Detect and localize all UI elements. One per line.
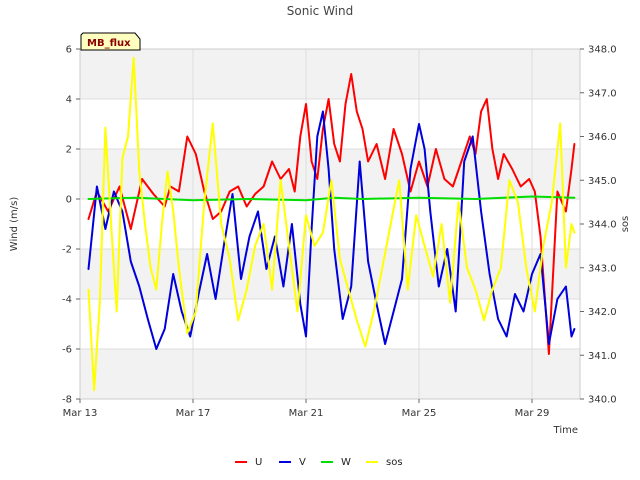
y-tick-label: 6 — [66, 45, 72, 56]
y-tick-label: 0 — [66, 195, 72, 206]
y2-tick-label: 340.0 — [588, 395, 617, 406]
legend-label-w: W — [341, 457, 351, 468]
y-tick-label: -2 — [62, 245, 72, 256]
background-band — [80, 249, 580, 299]
y2-axis-title: sos — [620, 216, 631, 233]
x-tick-label: Mar 25 — [402, 408, 437, 419]
x-axis: Mar 13 Mar 17 Mar 21 Mar 25 Mar 29 — [63, 399, 550, 419]
y2-tick-label: 343.0 — [588, 263, 617, 274]
y-tick-label: 4 — [66, 95, 72, 106]
y2-tick-label: 344.0 — [588, 220, 617, 231]
y-tick-label: -4 — [62, 295, 72, 306]
y2-tick-label: 342.0 — [588, 307, 617, 318]
background-band — [80, 49, 580, 99]
x-tick-label: Mar 29 — [515, 408, 550, 419]
y2-tick-label: 341.0 — [588, 351, 617, 362]
series-line-v — [87, 110, 576, 350]
y-axis-title: Wind (m/s) — [9, 197, 20, 252]
y-axis-right: 340.0 341.0 342.0 343.0 344.0 345.0 346.0 347.0… — [580, 45, 617, 406]
y2-tick-label: 345.0 — [588, 176, 617, 187]
x-axis-title: Time — [553, 425, 578, 436]
series-line-sos — [87, 56, 576, 392]
legend-label-v: V — [299, 457, 306, 468]
x-tick-label: Mar 13 — [63, 408, 98, 419]
y2-tick-label: 348.0 — [588, 45, 617, 56]
legend-label-sos: sos — [386, 457, 403, 468]
site-label: MB_flux — [87, 38, 131, 49]
background-band — [80, 349, 580, 399]
y-axis-left: -8 -6 -4 -2 0 2 4 6 — [62, 45, 80, 406]
y-tick-label: -8 — [62, 395, 72, 406]
site-label-box: MB_flux — [80, 32, 141, 51]
y2-tick-label: 346.0 — [588, 132, 617, 143]
x-tick-label: Mar 21 — [289, 408, 324, 419]
x-tick-label: Mar 17 — [176, 408, 211, 419]
chart-title: Sonic Wind — [287, 4, 353, 18]
y2-tick-label: 347.0 — [588, 88, 617, 99]
legend-label-u: U — [255, 457, 262, 468]
y-tick-label: 2 — [66, 145, 72, 156]
series-layer — [87, 56, 576, 392]
series-line-u — [87, 73, 576, 355]
y-tick-label: -6 — [62, 345, 72, 356]
